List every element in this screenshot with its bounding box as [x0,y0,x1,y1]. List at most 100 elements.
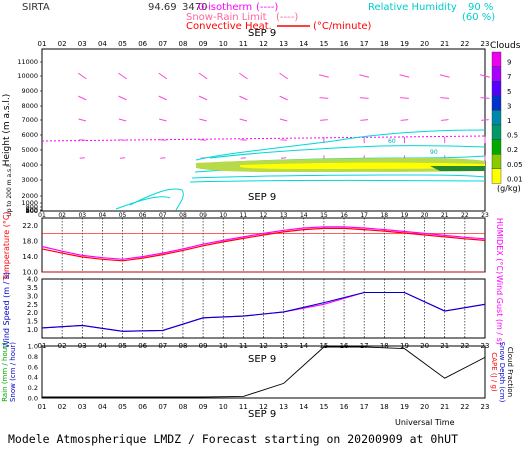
hour-label: 23 [481,212,489,219]
hour-label: 19 [400,403,409,411]
hour-label: 21 [441,212,449,219]
wind-y-tick-label: 1.5 [27,318,38,326]
hour-label: 14 [300,212,308,219]
temperature-y-ticks: 22.0 18.0 14.0 10.0 [22,222,38,276]
wind-barb [239,95,248,101]
hour-label: 17 [360,212,368,219]
hour-label: 03 [78,212,86,219]
hour-label: 10 [219,212,227,219]
hour-label: 11 [239,40,248,48]
date-label-top: SEP 9 [248,28,276,39]
hour-label: 07 [159,212,167,219]
hour-label: 19 [400,40,409,48]
hour-label: 10 [219,403,228,411]
wind-barb [279,118,288,122]
cloud-legend-label: 7 [507,73,511,81]
contour-label-60: 60 [388,138,396,145]
date-label-p4: SEP 9 [248,354,276,365]
wind-barb [159,139,167,141]
hour-label: 21 [440,403,449,411]
profile-y-tick-label: 6000 [21,131,38,139]
hour-label: 16 [340,212,348,219]
wind-y-ticks: 4.03.53.02.52.01.51.0 [27,276,38,335]
cloud-legend-swatch [491,168,502,184]
wind-barb [238,72,248,80]
rh-contour-60-a [195,129,486,161]
profile-y-tick-label: 400 [26,207,38,215]
hour-label: 22 [460,40,469,48]
hour-label: 09 [199,212,207,219]
profile-y-tick-label: 3000 [21,176,38,184]
temperature-series [41,226,486,262]
hour-label: 11 [240,212,248,219]
temperature-y-tick-label: 22.0 [22,222,38,230]
cloud-legend-swatch [491,139,502,155]
hour-label: 05 [118,403,127,411]
hour-label: 04 [98,40,107,48]
contour-labels: 60 90 [388,138,438,156]
hour-label: 09 [199,40,208,48]
rain-ylabel: Rain (mm / hour) [1,342,9,402]
hour-label: 08 [178,40,187,48]
cloud-legend-label: 1 [507,117,511,125]
wind-barb [280,139,287,141]
wind-barb [199,139,207,141]
hour-label: 14 [299,40,308,48]
temperature-ylabel: Temperature (°C) [2,211,11,281]
cloud-legend-swatch [491,124,502,140]
wind-y-tick-label: 4.0 [27,276,38,284]
profile-y-tick-label: 5000 [21,146,38,154]
profile-y-tick-label: 8000 [21,102,38,110]
rh-contour-low-b [115,196,171,210]
wind-barb [439,74,450,78]
date-label-bottom: SEP 9 [248,409,276,420]
date-label-p2: SEP 9 [248,192,276,203]
cloud-legend: 9 7 5 3 1 0.5 0.2 0.05 0.01 [491,51,523,184]
cloud-legend-label: 3 [507,102,511,110]
rh-60: (60 %) [462,12,495,23]
temperature-line [41,227,486,262]
hour-label: 20 [420,403,429,411]
profile-ylabel: Height (m a.s.l.) [2,94,12,167]
profile-y-tick-label: 9000 [21,87,38,95]
profile-y-tick-label: 800 [26,203,38,211]
hour-label: 07 [158,40,167,48]
wind-barb [279,72,289,80]
hour-label: 23 [481,40,490,48]
snow-rain-label: Snow-Rain Limit [186,12,267,23]
hour-label: 01 [38,403,47,411]
profile-y-tick-label: 7000 [21,116,38,124]
wind-barb [400,119,409,121]
hour-label: 16 [340,403,349,411]
hour-label: 20 [421,212,429,219]
wind-barb [159,118,167,122]
cloud-layer-core [240,162,485,169]
hour-label: 15 [320,212,328,219]
humidex-line [41,226,486,260]
cloud-layer-dense [430,166,485,171]
wind-barb [78,118,87,122]
hour-label: 13 [279,403,288,411]
wind-barb [360,119,369,121]
hour-label: 02 [58,403,67,411]
wind-barb [318,74,329,78]
rh-label: Relative Humidity [368,2,457,13]
wind-y-tick-label: 3.0 [27,292,38,300]
rain-panel-frame [41,345,486,399]
rain-y-tick-label: 0.0 [28,395,38,403]
wind-speed-ylabel: Wind Speed (m / s) [2,272,11,348]
cloud-legend-label: 5 [507,88,511,96]
cloud-legend-label: 0.05 [507,161,523,169]
isotherm-line [41,135,486,142]
hour-label: 15 [319,403,328,411]
coords-label-2: 3470 [182,2,207,13]
wind-speed-line [41,291,486,332]
cloud-legend-label: 9 [507,59,511,67]
wind-barb [399,74,410,78]
hour-label: 05 [119,212,127,219]
rh-contour-90-d [189,179,486,183]
cape-ylabel: CAPE (J / g) [490,352,498,392]
wind-barb [481,119,489,121]
profile-y-tick-label: 2000 [21,192,38,200]
hour-label: 13 [279,40,288,48]
